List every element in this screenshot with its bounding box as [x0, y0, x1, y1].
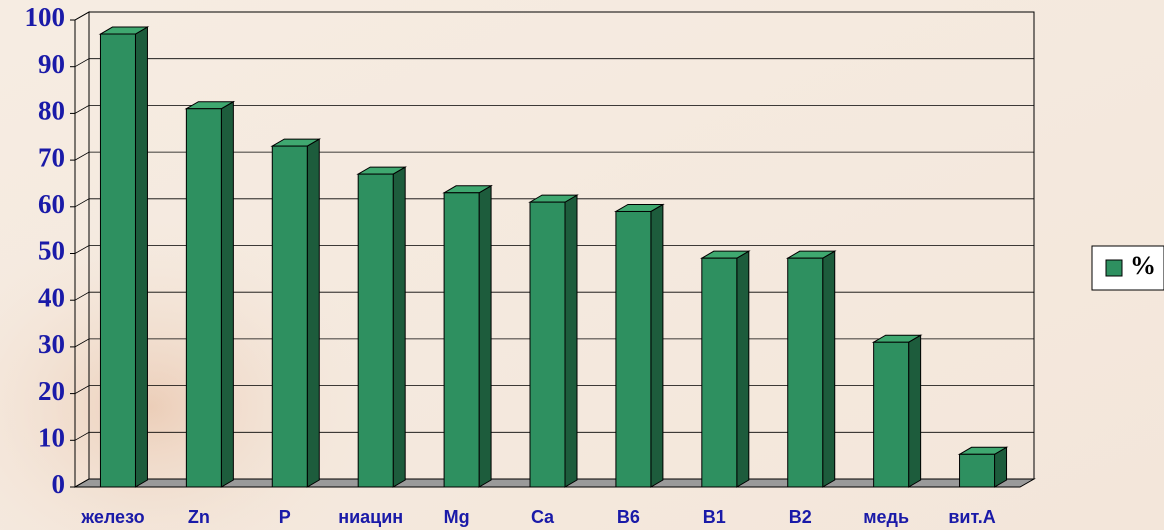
- x-tick-label: P: [279, 507, 291, 527]
- y-tick-label: 30: [38, 329, 65, 359]
- x-tick-label: B2: [789, 507, 812, 527]
- x-tick-label: Mg: [444, 507, 470, 527]
- x-tick-label: ниацин: [338, 507, 403, 527]
- bar: [614, 203, 665, 488]
- bar-side: [478, 184, 492, 488]
- bar-side: [822, 250, 836, 488]
- bar-side: [134, 26, 148, 488]
- legend-box: [1091, 245, 1164, 291]
- bar-side: [650, 203, 664, 488]
- x-tick-label: B6: [617, 507, 640, 527]
- background-photo: [0, 120, 500, 530]
- bar-front: [959, 453, 996, 488]
- bar: [98, 26, 150, 488]
- y-tick-label: 90: [38, 49, 65, 79]
- bar-side: [306, 138, 320, 488]
- bar-side: [908, 334, 922, 488]
- grid-line: [74, 151, 1034, 161]
- y-tick-label: 100: [25, 2, 66, 32]
- grid-line: [74, 58, 1034, 68]
- bar-front: [701, 257, 738, 488]
- grid-line: [74, 245, 1034, 254]
- y-tick-label: 50: [38, 236, 65, 266]
- grid-line: [74, 11, 1034, 21]
- x-tick-label: Zn: [188, 507, 210, 527]
- bar-front: [787, 257, 824, 488]
- bar: [356, 166, 408, 488]
- y-tick-label: 0: [52, 469, 66, 499]
- bar-front: [185, 108, 222, 488]
- bar: [442, 184, 493, 488]
- y-tick-label: 40: [38, 282, 65, 312]
- legend-swatch: [1105, 259, 1123, 277]
- bar-front: [873, 341, 910, 488]
- y-tick-label: 60: [38, 189, 65, 219]
- bar-front: [615, 210, 652, 488]
- bar: [699, 250, 751, 488]
- bar: [957, 446, 1009, 488]
- y-tick-label: 10: [38, 423, 65, 453]
- bar: [270, 138, 322, 488]
- x-tick-label: вит.А: [948, 507, 995, 527]
- bar-front: [99, 33, 136, 488]
- grid-line: [74, 198, 1034, 208]
- bar-side: [736, 250, 750, 488]
- bar-front: [271, 145, 308, 488]
- bar-side: [564, 194, 578, 488]
- bar-front: [529, 201, 566, 488]
- legend-label: %: [1130, 251, 1156, 280]
- bar: [528, 194, 579, 488]
- bar: [785, 250, 837, 488]
- x-tick-label: B1: [703, 507, 726, 527]
- x-tick-label: медь: [863, 507, 909, 527]
- bar-front: [357, 173, 394, 488]
- y-tick-label: 20: [38, 376, 65, 406]
- x-tick-label: железо: [80, 507, 144, 527]
- x-tick-label: Ca: [531, 507, 555, 527]
- y-tick-label: 80: [38, 96, 65, 126]
- bar: [184, 100, 236, 488]
- y-tick-label: 70: [38, 142, 65, 172]
- bar-side: [392, 166, 406, 488]
- bar-front: [443, 192, 480, 488]
- grid-line: [74, 105, 1034, 114]
- bar-side: [220, 100, 234, 488]
- bar: [871, 334, 923, 488]
